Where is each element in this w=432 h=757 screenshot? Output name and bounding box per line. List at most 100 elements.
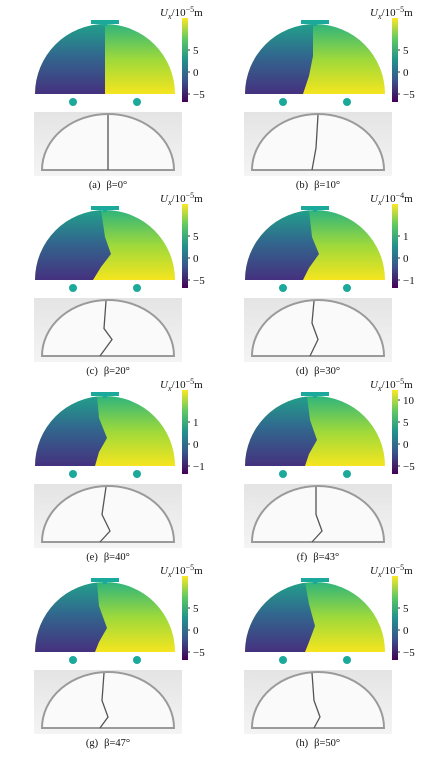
support [343,656,351,664]
colorbar-tick-label: 0 [403,67,409,79]
unit: /10 [172,7,187,19]
caption-label: (h) [296,738,309,749]
caption-label: (b) [296,180,309,191]
colorbar-tick-label: 1 [193,417,199,429]
support [69,284,77,292]
colorbar-tick-label: −5 [403,647,415,659]
colorbar-tick-label: −5 [193,275,205,287]
specimen-outline [40,485,176,543]
specimen-crack [99,486,111,543]
colorbar [392,390,398,474]
unit: /10 [172,193,187,205]
loading-stem [103,580,107,584]
symbol: U [370,565,379,577]
support [133,284,141,292]
caption-beta: β=47° [104,738,130,749]
colorbar-tick-label: −1 [403,275,415,287]
symbol: U [370,379,379,391]
exponent: −5 [396,564,405,572]
heatmap [35,582,175,652]
displacement-left [245,24,313,94]
caption-beta: β=30° [314,366,340,377]
specimen-outline [40,671,176,729]
colorbar-tick-label: 0 [403,625,409,637]
caption-label: (f) [297,552,308,563]
colorbar-tick-label: 0 [403,253,409,265]
unit: /10 [172,379,187,391]
colorbar-tick-label: 1 [403,231,409,243]
caption: (a) β=0° [89,180,127,191]
exponent: −5 [186,6,195,14]
displacement-left [35,210,111,280]
colorbar [182,390,188,474]
caption: (g) β=47° [86,738,130,749]
caption: (d) β=30° [296,366,340,377]
colorbar-tick-label: 5 [403,45,409,57]
support [133,470,141,478]
colorbar-label: Ux/10−4m [370,192,413,207]
colorbar-tick-label: 5 [403,603,409,615]
colorbar-tick-label: 5 [193,603,199,615]
caption-beta: β=43° [313,552,339,563]
caption-beta: β=20° [104,366,130,377]
loading-stem [103,208,107,212]
caption-label: (d) [296,366,309,377]
specimen-outline [250,671,386,729]
specimen-outline [250,113,386,171]
colorbar [392,204,398,288]
displacement-left [245,210,319,280]
loading-stem [313,580,317,584]
suffix: m [194,565,203,577]
heatmap [245,396,385,466]
colorbar [182,18,188,102]
symbol: U [160,379,169,391]
support [133,98,141,106]
displacement-left [35,24,105,94]
support [279,470,287,478]
specimen-crack [311,672,321,729]
colorbar-tick-label: −5 [403,89,415,101]
unit: /10 [382,379,397,391]
unit: /10 [382,193,397,205]
loading-stem [103,394,107,398]
colorbar-label: Ux/10−5m [160,192,203,207]
caption-label: (g) [86,738,99,749]
specimen-outline [250,485,386,543]
support [279,656,287,664]
heatmap [35,396,175,466]
heatmap [245,24,385,94]
subscript: x [167,12,172,21]
loading-stem [313,22,317,26]
colorbar-tick-label: −5 [193,89,205,101]
unit: /10 [382,7,397,19]
support [279,98,287,106]
colorbar-tick-label: 10 [403,395,415,407]
colorbar [392,18,398,102]
caption-label: (e) [86,552,98,563]
colorbar-tick-label: 5 [193,45,199,57]
unit: /10 [172,565,187,577]
colorbar-tick-label: 0 [193,625,199,637]
specimen-crack [99,672,109,729]
caption-beta: β=40° [104,552,130,563]
exponent: −5 [396,378,405,386]
caption-beta: β=0° [106,180,127,191]
unit: /10 [382,565,397,577]
suffix: m [404,565,413,577]
support [69,656,77,664]
subscript: x [377,12,382,21]
subscript: x [377,384,382,393]
colorbar-tick-label: 0 [193,439,199,451]
symbol: U [370,193,379,205]
colorbar-label: Ux/10−5m [370,6,413,21]
caption: (h) β=50° [296,738,340,749]
heatmap [35,24,175,94]
subscript: x [377,570,382,579]
support [69,470,77,478]
suffix: m [194,193,203,205]
